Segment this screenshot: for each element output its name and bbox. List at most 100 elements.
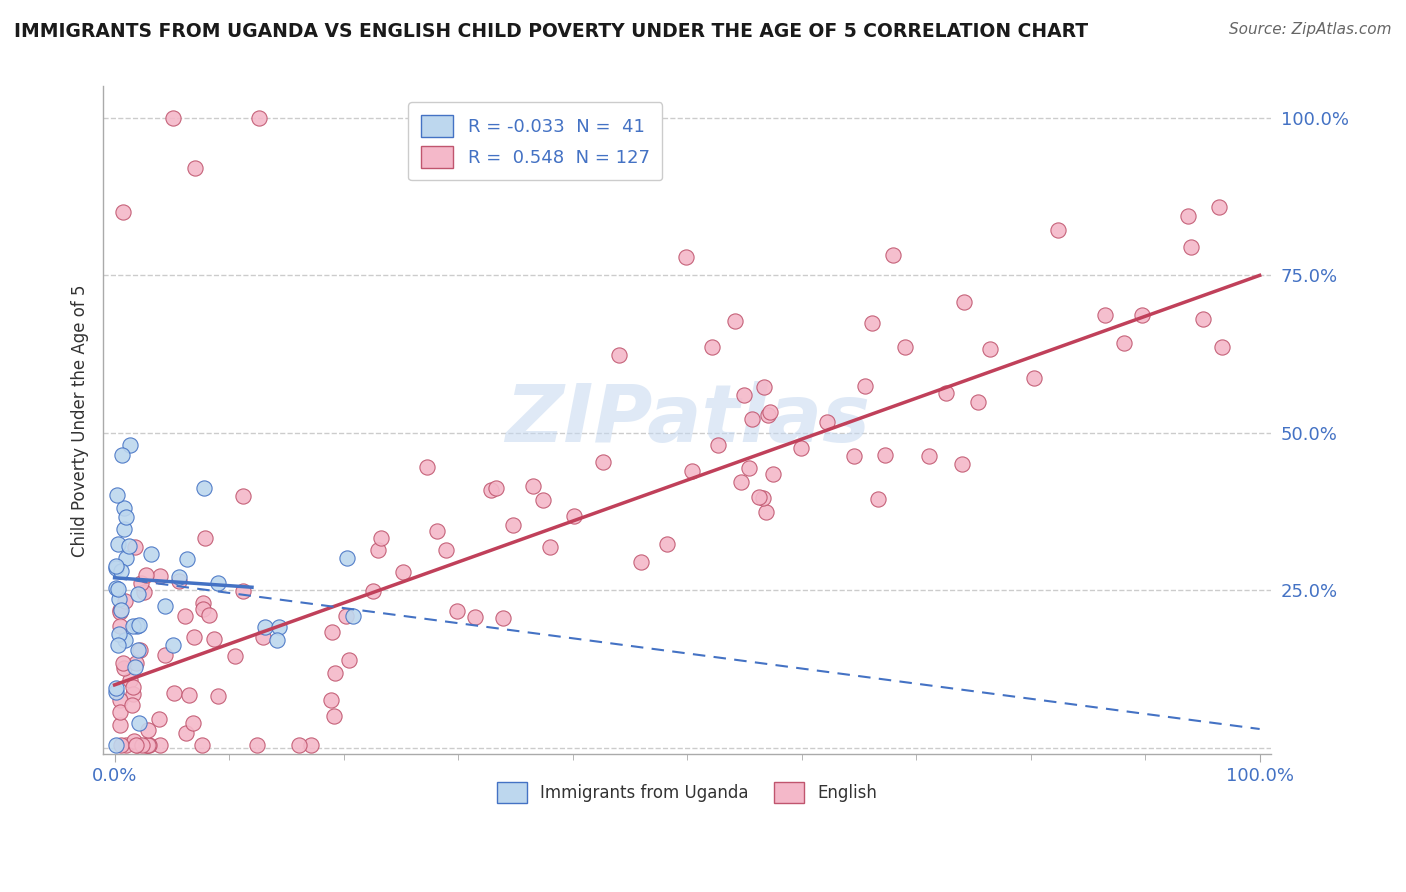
Point [700, 340, 723, 354]
Point [361, 584, 384, 599]
Point [108, 627, 131, 641]
Point [108, 591, 131, 606]
Point [246, 738, 269, 752]
Point [124, 541, 146, 555]
Point [110, 603, 132, 617]
Point [127, 587, 149, 601]
Point [247, 111, 270, 125]
Point [124, 734, 146, 748]
Point [502, 518, 524, 533]
Point [118, 438, 141, 452]
Point [139, 547, 162, 561]
Point [607, 348, 630, 362]
Point [367, 543, 389, 558]
Point [122, 618, 145, 632]
Point [1208, 200, 1230, 214]
Point [325, 666, 347, 681]
Point [149, 738, 172, 752]
Point [342, 609, 364, 624]
Point [522, 479, 544, 493]
Point [741, 412, 763, 426]
Point [104, 738, 127, 752]
Point [252, 631, 274, 645]
Point [464, 610, 486, 624]
Point [111, 448, 134, 462]
Point [918, 449, 941, 463]
Point [176, 552, 198, 566]
Point [193, 596, 215, 610]
Point [107, 537, 129, 551]
Point [132, 585, 155, 599]
Point [138, 738, 160, 752]
Point [114, 593, 136, 607]
Point [110, 564, 132, 578]
Point [1094, 308, 1116, 322]
Point [370, 531, 392, 545]
Point [681, 464, 703, 478]
Point [155, 648, 177, 662]
Point [104, 559, 127, 574]
Point [562, 509, 585, 524]
Point [979, 342, 1001, 356]
Point [112, 522, 135, 536]
Point [752, 380, 775, 394]
Point [169, 574, 191, 588]
Point [104, 681, 127, 696]
Legend: Immigrants from Uganda, English: Immigrants from Uganda, English [486, 772, 887, 813]
Point [104, 561, 127, 575]
Point [733, 388, 755, 402]
Point [104, 582, 127, 596]
Point [392, 565, 415, 579]
Point [183, 630, 205, 644]
Point [723, 314, 745, 328]
Point [127, 618, 149, 632]
Point [162, 111, 184, 125]
Y-axis label: Child Poverty Under the Age of 5: Child Poverty Under the Age of 5 [72, 284, 89, 557]
Point [121, 680, 143, 694]
Point [426, 524, 449, 538]
Point [105, 487, 128, 501]
Point [446, 603, 468, 617]
Point [194, 531, 217, 545]
Point [114, 632, 136, 647]
Point [232, 490, 254, 504]
Point [138, 723, 160, 737]
Point [135, 738, 157, 752]
Point [758, 408, 780, 422]
Point [707, 438, 730, 452]
Point [122, 687, 145, 701]
Point [1180, 240, 1202, 254]
Point [1022, 371, 1045, 385]
Point [894, 340, 917, 354]
Point [125, 656, 148, 670]
Point [127, 738, 149, 752]
Point [112, 501, 135, 516]
Point [269, 620, 291, 634]
Point [752, 491, 775, 505]
Point [319, 692, 342, 706]
Point [128, 715, 150, 730]
Point [114, 738, 136, 752]
Point [738, 461, 761, 475]
Point [149, 568, 172, 582]
Point [173, 608, 195, 623]
Point [1192, 312, 1215, 326]
Point [748, 490, 770, 504]
Point [153, 599, 176, 613]
Point [120, 673, 142, 688]
Point [1211, 340, 1233, 354]
Point [337, 652, 360, 666]
Point [131, 738, 153, 752]
Text: IMMIGRANTS FROM UGANDA VS ENGLISH CHILD POVERTY UNDER THE AGE OF 5 CORRELATION C: IMMIGRANTS FROM UGANDA VS ENGLISH CHILD … [14, 22, 1088, 41]
Point [538, 540, 561, 554]
Point [127, 643, 149, 657]
Text: ZIPatlas: ZIPatlas [505, 381, 870, 459]
Point [336, 551, 359, 566]
Point [112, 205, 135, 219]
Point [655, 537, 678, 551]
Point [844, 449, 866, 463]
Point [193, 481, 215, 495]
Point [1112, 336, 1135, 351]
Point [104, 684, 127, 698]
Point [492, 611, 515, 625]
